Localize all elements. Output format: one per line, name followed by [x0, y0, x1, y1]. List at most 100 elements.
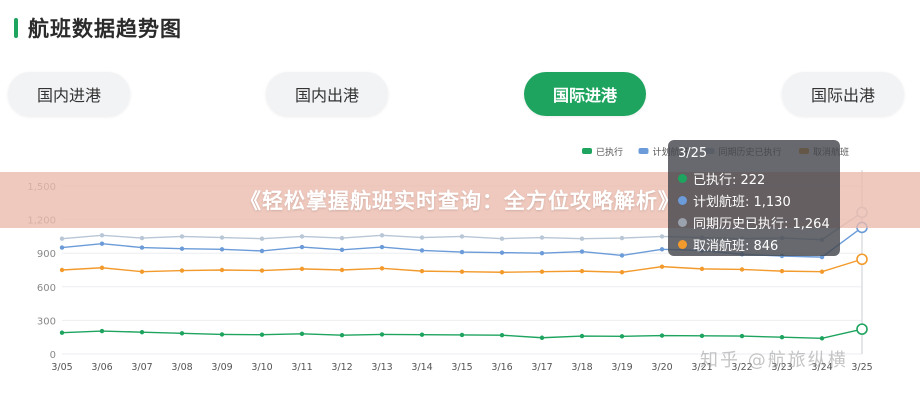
data-point: [499, 250, 505, 255]
data-point: [659, 333, 665, 338]
tab-domestic-departure[interactable]: 国内出港: [266, 72, 388, 116]
data-point: [259, 248, 265, 254]
x-tick-label: 3/13: [371, 362, 392, 373]
tab-international-departure[interactable]: 国际出港: [782, 72, 904, 116]
data-point: [259, 236, 265, 241]
data-point: [59, 330, 65, 335]
data-point: [499, 236, 505, 241]
data-point: [139, 269, 145, 274]
data-point: [219, 267, 225, 273]
data-point: [379, 244, 385, 250]
data-point: [419, 235, 425, 240]
chart-tooltip: 3/25 已执行: 222 计划航班: 1,130 同期历史已执行: 1,264…: [668, 140, 840, 256]
data-point: [299, 266, 305, 272]
y-tick-label: 0: [50, 350, 56, 361]
x-tick-label: 3/15: [451, 362, 472, 373]
x-tick-label: 3/24: [811, 362, 832, 373]
data-point: [59, 267, 65, 273]
data-point: [99, 328, 105, 334]
data-point: [659, 234, 665, 239]
data-point: [179, 234, 185, 239]
data-point: [379, 233, 385, 238]
history-dot-icon: [678, 217, 687, 227]
data-point: [99, 233, 105, 238]
cancelled-dot-icon: [678, 239, 687, 249]
data-point: [179, 246, 185, 251]
data-point: [539, 235, 545, 240]
data-point: [379, 332, 385, 337]
data-point: [299, 331, 305, 337]
data-point: [339, 267, 345, 273]
data-point: [739, 333, 745, 339]
watermark-text: 知乎 @航旅纵横: [700, 350, 848, 371]
x-tick-label: 3/19: [611, 362, 632, 373]
data-point: [499, 270, 505, 275]
tooltip-row-text: 已执行: 222: [693, 172, 766, 188]
x-tick-label: 3/22: [731, 362, 752, 373]
data-point: [339, 235, 345, 241]
x-tick-label: 3/11: [291, 362, 312, 373]
data-point: [619, 270, 625, 275]
data-point: [619, 334, 625, 339]
x-tick-label: 3/10: [251, 362, 272, 373]
data-point: [619, 235, 625, 241]
tooltip-date: 3/25: [678, 146, 708, 161]
tab-international-arrival[interactable]: 国际进港: [524, 72, 646, 116]
x-tick-label: 3/08: [171, 362, 192, 373]
data-point: [856, 323, 868, 335]
flight-type-tabs: 国内进港 国内出港 国际进港 国际出港: [0, 72, 920, 118]
data-point: [339, 332, 345, 338]
x-tick-label: 3/16: [491, 362, 512, 373]
data-point: [699, 266, 705, 272]
data-point: [819, 336, 825, 341]
executed-dot-icon: [678, 173, 687, 183]
data-point: [579, 268, 585, 274]
data-point: [539, 335, 545, 340]
data-point: [619, 253, 625, 258]
data-point: [739, 267, 745, 272]
data-point: [539, 250, 545, 256]
tooltip-row-executed: 已执行: 222: [678, 167, 830, 189]
x-tick-label: 3/06: [91, 362, 112, 373]
x-tick-label: 3/17: [531, 362, 552, 373]
x-tick-label: 3/23: [771, 362, 792, 373]
data-point: [59, 236, 65, 241]
y-tick-label: 600: [37, 283, 56, 294]
data-point: [856, 253, 868, 266]
x-tick-label: 3/12: [331, 362, 352, 373]
data-point: [459, 234, 465, 239]
data-point: [219, 235, 225, 240]
data-point: [419, 332, 425, 337]
legend-swatch: [582, 148, 592, 154]
tooltip-row-text: 计划航班: 1,130: [693, 194, 791, 210]
data-point: [139, 329, 145, 335]
x-tick-label: 3/18: [571, 362, 592, 373]
page-title: 航班数据趋势图: [28, 17, 182, 41]
tooltip-row-text: 同期历史已执行: 1,264: [693, 216, 830, 232]
x-tick-label: 3/05: [51, 362, 72, 373]
legend-label: 已执行: [596, 146, 623, 158]
data-point: [139, 245, 145, 250]
data-point: [339, 247, 345, 253]
y-tick-label: 900: [37, 249, 56, 260]
data-point: [179, 331, 185, 336]
data-point: [659, 264, 665, 269]
data-point: [699, 333, 705, 339]
banner-title: 《轻松掌握航班实时查询：全方位攻略解析》: [240, 189, 680, 213]
data-point: [419, 268, 425, 274]
tab-domestic-arrival[interactable]: 国内进港: [8, 72, 130, 116]
data-point: [459, 269, 465, 274]
data-point: [259, 268, 265, 273]
data-point: [579, 236, 585, 241]
data-point: [259, 332, 265, 337]
data-point: [99, 241, 105, 246]
data-point: [299, 234, 305, 239]
section-header: 航班数据趋势图: [14, 14, 182, 42]
x-tick-label: 3/14: [411, 362, 432, 373]
data-point: [819, 269, 825, 274]
title-accent-bar: [14, 18, 18, 38]
data-point: [299, 244, 305, 250]
data-point: [179, 268, 185, 273]
data-point: [379, 266, 385, 271]
